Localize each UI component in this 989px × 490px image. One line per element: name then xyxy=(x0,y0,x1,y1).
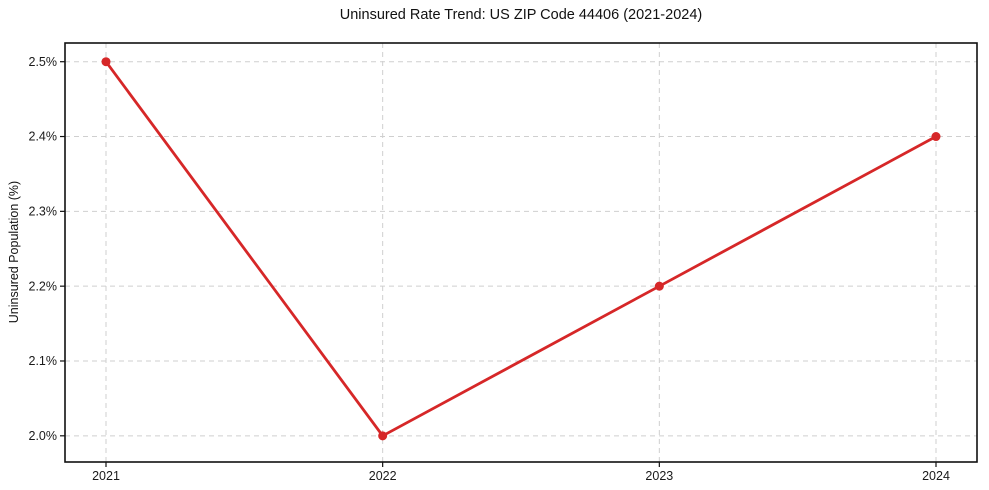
chart-title: Uninsured Rate Trend: US ZIP Code 44406 … xyxy=(339,7,703,23)
y-tick-label: 2.4% xyxy=(29,130,58,144)
x-tick-label: 2021 xyxy=(92,469,120,483)
x-tick-label: 2024 xyxy=(922,469,950,483)
trend-line xyxy=(104,60,938,438)
data-point xyxy=(101,57,111,67)
data-point xyxy=(931,132,941,142)
data-point xyxy=(654,281,664,291)
plot-border xyxy=(64,42,978,463)
y-tick-label: 2.3% xyxy=(29,205,58,219)
y-tick-label: 2.5% xyxy=(29,55,58,69)
data-point xyxy=(378,431,388,441)
y-axis-label: Uninsured Population (%) xyxy=(7,180,21,324)
y-tick-label: 2.0% xyxy=(29,429,58,443)
y-tick-label: 2.2% xyxy=(29,279,58,293)
x-tick-label: 2022 xyxy=(369,469,397,483)
y-tick-label: 2.1% xyxy=(29,354,58,368)
x-tick-label: 2023 xyxy=(645,469,673,483)
